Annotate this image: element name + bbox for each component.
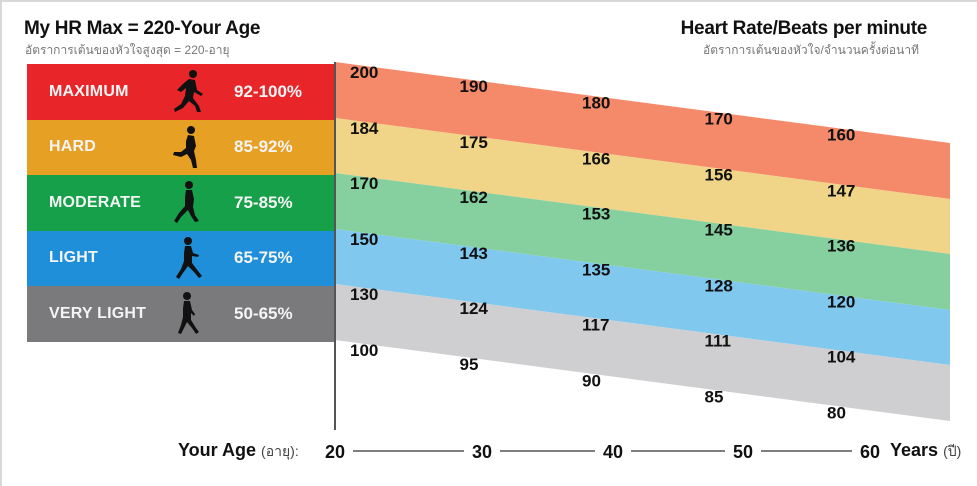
value-label: 104 <box>827 348 856 367</box>
zone-percentage: 92-100% <box>234 81 303 101</box>
page-title: My HR Max = 220-Your Age <box>24 18 261 39</box>
zone-percentage: 75-85% <box>234 192 293 212</box>
value-label: 120 <box>827 293 855 312</box>
value-label: 80 <box>827 404 846 423</box>
value-label: 124 <box>460 299 489 318</box>
running-figure-icon <box>173 125 197 168</box>
zone-row-very-light: VERY LIGHT 50-65% <box>27 286 335 342</box>
value-label: 175 <box>460 133 488 152</box>
x-axis-label-thai: (อายุ): <box>261 443 299 459</box>
zone-percentage: 50-65% <box>234 303 293 323</box>
x-tick-label: 60 <box>860 442 880 462</box>
x-axis-unit-thai: (ปี) <box>943 443 962 459</box>
value-label: 136 <box>827 237 855 256</box>
zone-name: LIGHT <box>49 249 98 267</box>
value-label: 200 <box>350 63 378 82</box>
value-label: 111 <box>705 331 732 350</box>
value-label: 153 <box>582 204 610 223</box>
frame-top-border <box>0 0 977 2</box>
value-label: 170 <box>705 109 733 128</box>
value-label: 143 <box>460 244 488 263</box>
value-label: 150 <box>350 230 378 249</box>
band-light <box>335 229 950 365</box>
zone-name: VERY LIGHT <box>49 304 147 322</box>
zone-name: HARD <box>49 138 97 156</box>
value-label: 160 <box>827 126 855 145</box>
x-axis-unit: Years (ปี) <box>890 440 961 463</box>
value-label: 100 <box>350 341 378 360</box>
value-label: 190 <box>460 77 488 96</box>
value-label: 147 <box>827 182 855 201</box>
value-label: 130 <box>350 285 378 304</box>
value-label: 184 <box>350 119 379 138</box>
x-axis-unit-main: Years <box>890 440 939 460</box>
zone-legend: MAXIMUM 92-100% HARD 85-92% MODERATE 75-… <box>27 64 335 342</box>
value-label: 135 <box>582 260 610 279</box>
value-label: 180 <box>582 93 610 112</box>
x-tick-label: 30 <box>472 442 492 462</box>
value-label: 128 <box>705 276 733 295</box>
zone-percentage: 65-75% <box>234 248 293 268</box>
band-hard <box>335 118 950 254</box>
x-tick-label: 40 <box>603 442 623 462</box>
value-label: 156 <box>705 165 733 184</box>
chart-subtitle-thai: อัตราการเต้นของหัวใจ/จำนวนครั้งต่อนาที <box>703 43 919 57</box>
value-label: 95 <box>460 355 479 374</box>
zone-name: MAXIMUM <box>49 82 129 100</box>
page-subtitle-thai: อัตราการเต้นของหัวใจสูงสุด = 220-อายุ <box>25 43 230 57</box>
value-label: 145 <box>705 220 733 239</box>
value-label: 85 <box>705 387 724 406</box>
zone-row-maximum: MAXIMUM 92-100% <box>27 64 335 120</box>
chart-title: Heart Rate/Beats per minute <box>680 18 928 39</box>
band-maximum <box>335 62 950 199</box>
walking-figure-icon <box>178 292 199 334</box>
zone-row-moderate: MODERATE 75-85% <box>27 175 335 231</box>
jogging-figure-icon <box>174 181 199 223</box>
zone-row-light: LIGHT 65-75% <box>27 230 335 286</box>
y-axis-line <box>334 62 336 430</box>
x-axis-label-main: Your Age <box>178 440 257 460</box>
band-very-light <box>335 284 950 421</box>
value-label: 117 <box>582 315 609 334</box>
zone-row-hard: HARD 85-92% <box>27 119 335 175</box>
value-label: 162 <box>460 188 488 207</box>
frame-left-border <box>0 0 2 486</box>
zone-percentage: 85-92% <box>234 137 293 157</box>
zone-name: MODERATE <box>49 193 141 211</box>
band-moderate <box>335 173 950 310</box>
value-label: 170 <box>350 174 378 193</box>
running-figure-icon <box>174 70 203 112</box>
x-axis-label: Your Age (อายุ): <box>178 440 299 463</box>
walking-figure-icon <box>176 236 202 279</box>
value-label: 90 <box>582 371 601 390</box>
value-label: 166 <box>582 149 610 168</box>
x-tick-label: 50 <box>733 442 753 462</box>
x-tick-label: 20 <box>325 442 345 462</box>
